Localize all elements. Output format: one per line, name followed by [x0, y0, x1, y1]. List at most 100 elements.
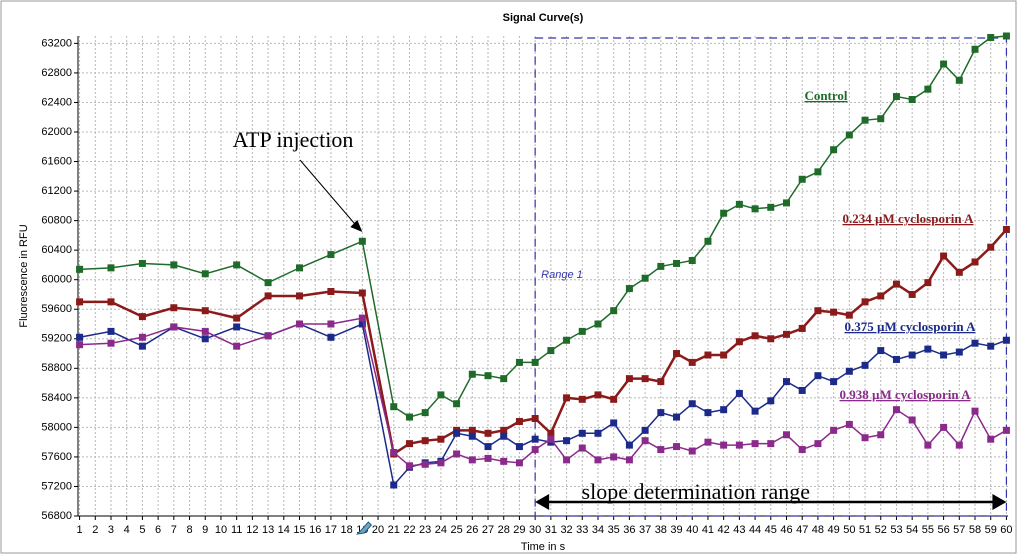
point [107, 327, 115, 335]
injection-icon [355, 521, 373, 535]
point [138, 313, 146, 321]
x-tick-label: 12 [246, 524, 258, 536]
point [625, 456, 633, 464]
x-tick-label: 10 [215, 524, 227, 536]
point [358, 237, 366, 245]
point [861, 434, 869, 442]
x-tick-label: 16 [309, 524, 321, 536]
point [908, 96, 916, 104]
x-tick-label: 22 [403, 524, 415, 536]
y-tick-label: 60800 [41, 215, 72, 227]
point [327, 333, 335, 341]
x-tick-label: 57 [953, 524, 965, 536]
x-tick-label: 28 [498, 524, 510, 536]
point [484, 454, 492, 462]
point [908, 416, 916, 424]
point [641, 274, 649, 282]
point [76, 265, 84, 273]
point [468, 426, 476, 434]
point [641, 426, 649, 434]
x-tick-label: 9 [202, 524, 208, 536]
y-tick-label: 58000 [41, 421, 72, 433]
point [468, 456, 476, 464]
x-tick-label: 27 [482, 524, 494, 536]
point [673, 443, 681, 451]
point [877, 431, 885, 439]
point [955, 268, 963, 276]
x-tick-label: 2 [92, 524, 98, 536]
x-tick-label: 1 [77, 524, 83, 536]
x-tick-label: 59 [985, 524, 997, 536]
x-tick-label: 30 [529, 524, 541, 536]
x-tick-label: 5 [139, 524, 145, 536]
point [484, 429, 492, 437]
x-tick-label: 15 [293, 524, 305, 536]
point [767, 440, 775, 448]
chart-title: Signal Curve(s) [503, 12, 584, 24]
point [327, 288, 335, 296]
x-tick-label: 46 [780, 524, 792, 536]
x-tick-label: 20 [372, 524, 384, 536]
legend-label: 0.375 µM cyclosporin A [845, 319, 977, 334]
y-tick-label: 57200 [41, 480, 72, 492]
point [515, 443, 523, 451]
point [453, 450, 461, 458]
point [814, 168, 822, 176]
point [296, 264, 304, 272]
point [468, 370, 476, 378]
point [610, 419, 618, 427]
point [594, 320, 602, 328]
point [563, 394, 571, 402]
point [971, 407, 979, 415]
point [625, 285, 633, 293]
point [955, 76, 963, 84]
point [987, 243, 995, 251]
point [704, 438, 712, 446]
y-tick-label: 62400 [41, 96, 72, 108]
range-box [534, 37, 1008, 517]
point [735, 338, 743, 346]
point [971, 45, 979, 53]
point [892, 93, 900, 101]
point [641, 437, 649, 445]
point [107, 264, 115, 272]
point [814, 307, 822, 315]
point [751, 407, 759, 415]
point [578, 429, 586, 437]
x-tick-label: 37 [639, 524, 651, 536]
point [657, 409, 665, 417]
point [657, 446, 665, 454]
point [138, 342, 146, 350]
point [201, 270, 209, 278]
point [610, 395, 618, 403]
x-tick-label: 45 [765, 524, 777, 536]
point [296, 292, 304, 300]
point [170, 261, 178, 269]
point [405, 413, 413, 421]
point [500, 426, 508, 434]
point [767, 335, 775, 343]
point [358, 314, 366, 322]
point [578, 444, 586, 452]
point [657, 262, 665, 270]
point [704, 237, 712, 245]
point [782, 378, 790, 386]
point [830, 308, 838, 316]
point [892, 406, 900, 414]
point [798, 324, 806, 332]
point [830, 426, 838, 434]
point [515, 459, 523, 467]
y-tick-label: 58400 [41, 392, 72, 404]
x-tick-label: 24 [435, 524, 447, 536]
point [594, 429, 602, 437]
point [704, 351, 712, 359]
point [673, 350, 681, 358]
point [547, 347, 555, 355]
range-annotation: slope determination range [582, 479, 810, 504]
point [971, 339, 979, 347]
point [924, 345, 932, 353]
y-tick-label: 59200 [41, 333, 72, 345]
x-tick-label: 42 [718, 524, 730, 536]
injection-arrow-head [350, 220, 363, 232]
point [201, 307, 209, 315]
